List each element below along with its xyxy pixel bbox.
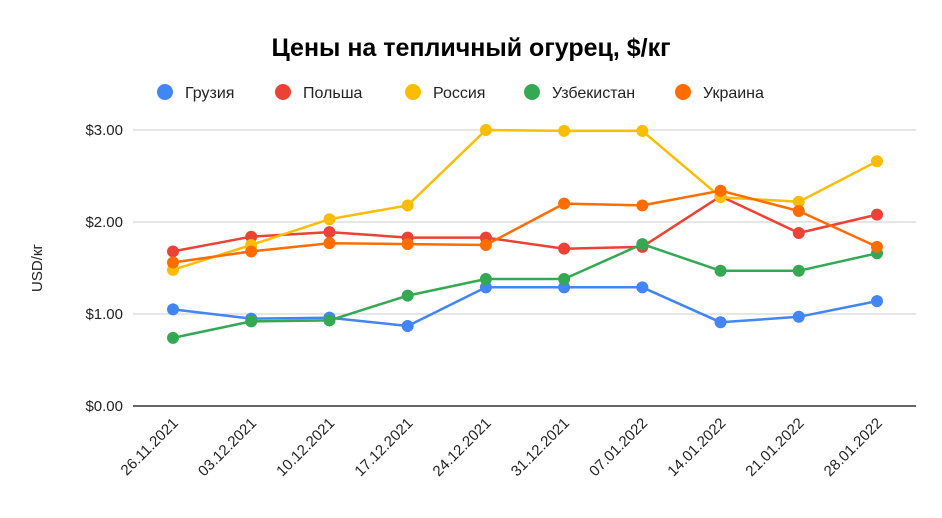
legend-item: Россия xyxy=(405,84,485,102)
data-point xyxy=(792,204,805,217)
data-point xyxy=(245,245,258,258)
data-point xyxy=(871,240,883,253)
x-tick-label: 24.12.2021 xyxy=(430,415,495,480)
legend-label: Россия xyxy=(433,85,485,102)
legend-item: Украина xyxy=(675,84,764,102)
x-tick-label: 31.12.2021 xyxy=(508,415,573,480)
series-Узбекистан xyxy=(167,238,883,344)
y-axis-ticks: $0.00 $1.00 $2.00 $3.00 xyxy=(85,122,123,415)
data-point xyxy=(479,239,492,251)
data-point xyxy=(167,331,179,344)
data-point xyxy=(479,124,492,136)
series-group xyxy=(167,124,883,344)
x-tick-label: 21.01.2022 xyxy=(742,415,807,480)
data-point xyxy=(479,281,492,294)
data-point xyxy=(558,273,571,286)
legend-label: Украина xyxy=(703,85,764,102)
data-point xyxy=(636,124,649,137)
legend-label: Польша xyxy=(303,85,363,102)
y-tick-label: $1.00 xyxy=(85,306,123,323)
legend-label: Грузия xyxy=(185,85,234,102)
legend-swatch xyxy=(675,84,691,100)
x-tick-label: 14.01.2022 xyxy=(664,415,729,480)
data-point xyxy=(792,264,805,277)
data-point xyxy=(323,237,336,250)
y-tick-label: $2.00 xyxy=(85,214,123,231)
data-point xyxy=(401,319,414,332)
data-point xyxy=(401,289,414,302)
legend: Грузия Польша Россия Узбекистан Украина xyxy=(157,84,764,102)
data-point xyxy=(558,242,571,255)
x-tick-label: 28.01.2022 xyxy=(821,415,886,480)
series-Россия xyxy=(167,124,883,276)
data-point xyxy=(792,195,805,208)
data-point xyxy=(401,238,414,251)
series-line xyxy=(172,286,878,328)
legend-swatch xyxy=(405,84,421,100)
series-line xyxy=(172,189,878,264)
x-axis-ticks: 26.11.2021 03.12.2021 10.12.2021 17.12.2021… xyxy=(118,415,886,480)
x-tick-label: 10.12.2021 xyxy=(273,415,338,480)
legend-item: Узбекистан xyxy=(524,84,635,102)
data-point xyxy=(792,310,805,323)
gridlines xyxy=(133,129,916,407)
x-tick-label: 17.12.2021 xyxy=(351,415,416,480)
data-point xyxy=(323,226,336,239)
y-tick-label: $0.00 xyxy=(85,398,123,415)
series-line xyxy=(172,128,878,271)
data-point xyxy=(792,227,805,240)
chart-title: Цены на тепличный огурец, $/кг xyxy=(271,34,670,62)
legend-swatch xyxy=(157,84,173,100)
y-axis-label: USD/кг xyxy=(29,244,46,292)
data-point xyxy=(636,281,649,294)
y-tick-label: $3.00 xyxy=(85,122,123,139)
legend-item: Грузия xyxy=(157,84,234,102)
legend-swatch xyxy=(275,84,291,100)
x-tick-label: 07.01.2022 xyxy=(586,415,651,480)
legend-item: Польша xyxy=(275,84,363,102)
data-point xyxy=(714,316,727,329)
data-point xyxy=(636,199,649,212)
legend-label: Узбекистан xyxy=(552,85,635,102)
data-point xyxy=(558,281,571,294)
series-line xyxy=(172,242,878,340)
data-point xyxy=(871,295,883,308)
data-point xyxy=(714,264,727,277)
data-point xyxy=(714,184,727,197)
data-point xyxy=(167,303,179,316)
data-point xyxy=(871,155,883,168)
series-Украина xyxy=(167,184,883,269)
data-point xyxy=(401,199,414,212)
x-tick-label: 03.12.2021 xyxy=(195,415,260,480)
data-point xyxy=(323,213,336,226)
series-line xyxy=(172,194,878,253)
x-tick-label: 26.11.2021 xyxy=(118,415,182,479)
data-point xyxy=(558,197,571,210)
data-point xyxy=(167,256,179,269)
data-point xyxy=(245,230,258,243)
data-point xyxy=(636,238,649,251)
data-point xyxy=(323,314,336,327)
data-point xyxy=(479,273,492,286)
series-Грузия xyxy=(167,281,883,332)
data-point xyxy=(167,245,179,258)
data-point xyxy=(558,124,571,137)
data-point xyxy=(245,315,258,328)
legend-swatch xyxy=(524,84,540,100)
data-point xyxy=(871,208,883,221)
